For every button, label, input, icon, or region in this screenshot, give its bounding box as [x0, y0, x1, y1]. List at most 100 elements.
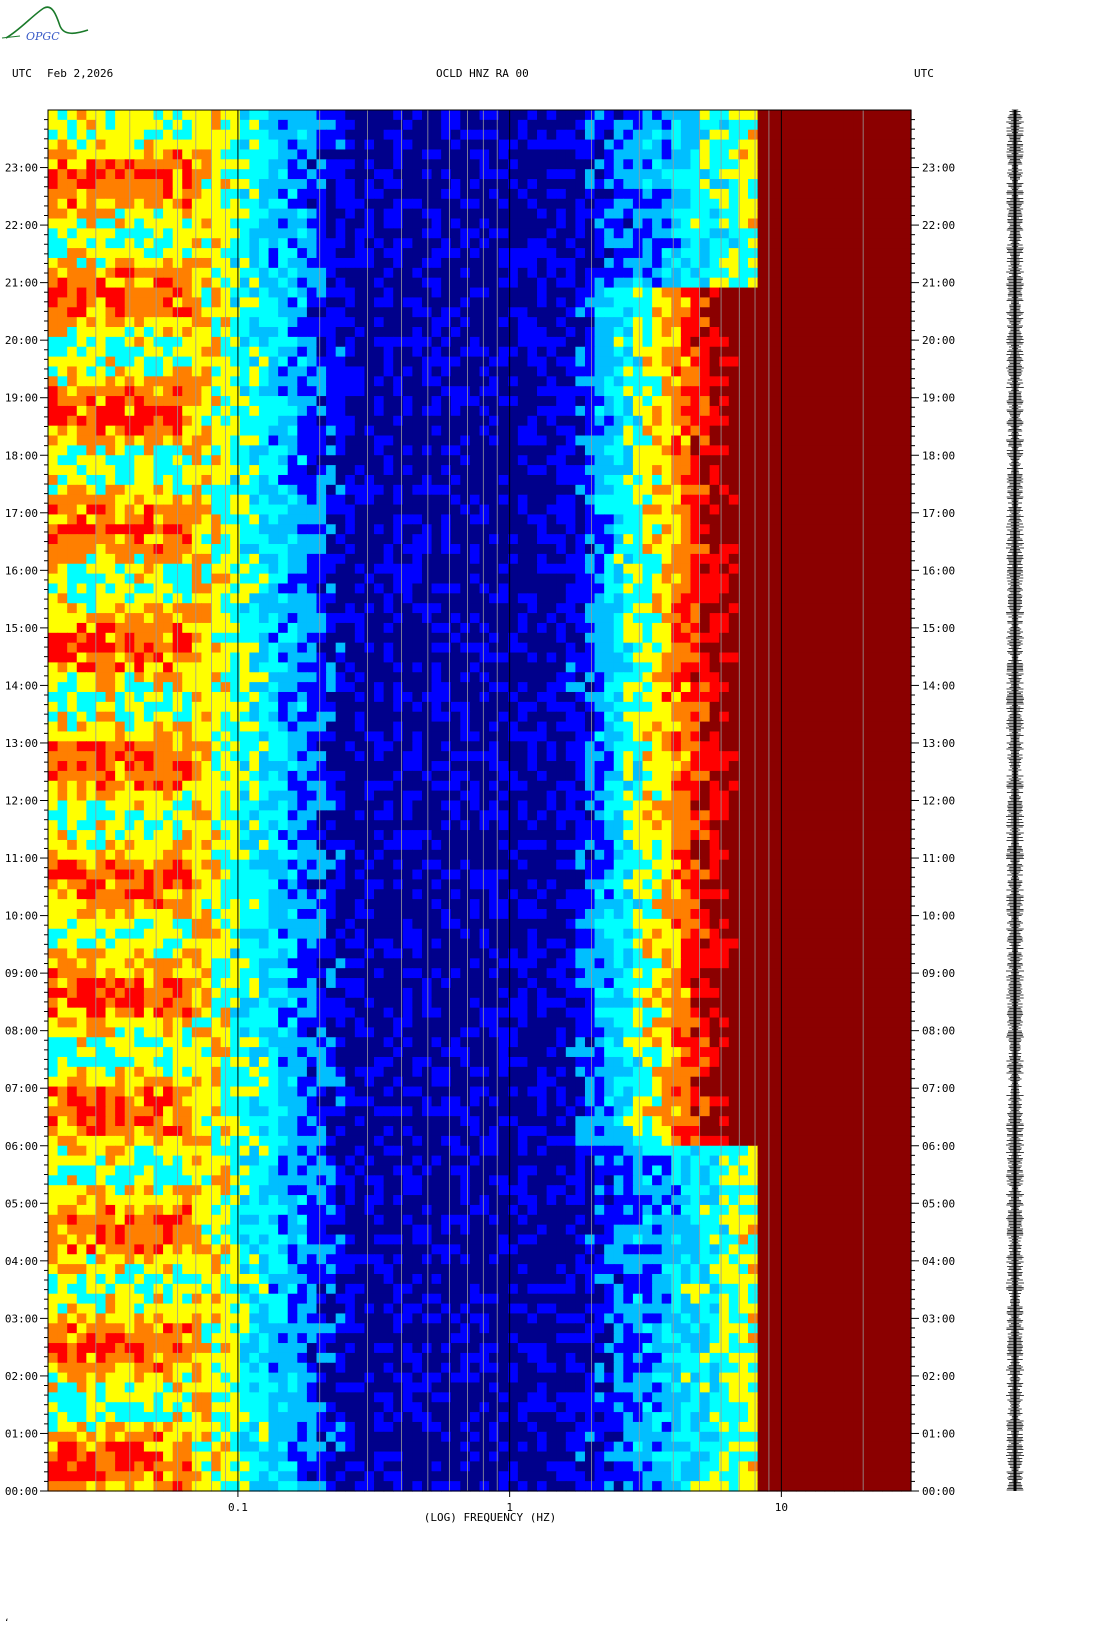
- heatmap-cell: [57, 169, 68, 180]
- heatmap-cell: [709, 277, 720, 289]
- heatmap-cell: [728, 248, 739, 259]
- heatmap-cell: [671, 257, 682, 269]
- heatmap-cell: [335, 632, 346, 644]
- heatmap-cell: [728, 297, 739, 308]
- heatmap-cell: [287, 425, 298, 437]
- heatmap-cell: [891, 484, 903, 496]
- heatmap-cell: [680, 435, 692, 446]
- heatmap-cell: [287, 415, 298, 427]
- heatmap-cell: [326, 632, 337, 644]
- heatmap-cell: [824, 583, 835, 594]
- heatmap-cell: [393, 218, 404, 229]
- heatmap-cell: [652, 425, 663, 437]
- heatmap-cell: [278, 425, 289, 437]
- heatmap-cell: [163, 169, 174, 180]
- heatmap-cell: [393, 593, 404, 604]
- heatmap-cell: [690, 208, 701, 220]
- heatmap-cell: [652, 317, 663, 328]
- heatmap-cell: [546, 248, 557, 259]
- heatmap-cell: [441, 139, 452, 151]
- heatmap-cell: [537, 405, 548, 417]
- heatmap-cell: [489, 455, 500, 466]
- heatmap-cell: [719, 336, 730, 348]
- heatmap-cell: [48, 208, 59, 220]
- heatmap-cell: [211, 474, 222, 486]
- heatmap-cell: [163, 583, 174, 594]
- heatmap-cell: [834, 415, 845, 427]
- heatmap-cell: [623, 514, 634, 525]
- heatmap-cell: [402, 287, 413, 299]
- heatmap-cell: [508, 415, 519, 427]
- heatmap-cell: [728, 159, 739, 170]
- heatmap-cell: [661, 435, 672, 446]
- heatmap-cell: [652, 465, 663, 476]
- heatmap-cell: [287, 613, 298, 624]
- heatmap-cell: [872, 129, 883, 141]
- heatmap-cell: [239, 544, 250, 555]
- heatmap-cell: [374, 632, 385, 644]
- heatmap-cell: [872, 396, 883, 407]
- heatmap-cell: [642, 553, 653, 565]
- heatmap-cell: [211, 553, 222, 565]
- heatmap-cell: [709, 642, 720, 654]
- heatmap-cell: [843, 110, 855, 121]
- heatmap-cell: [508, 504, 519, 516]
- heatmap-cell: [297, 632, 308, 644]
- heatmap-cell: [489, 544, 500, 555]
- heatmap-cell: [182, 307, 193, 318]
- heatmap-cell: [642, 613, 653, 624]
- heatmap-cell: [652, 277, 663, 289]
- heatmap-cell: [383, 435, 394, 446]
- heatmap-cell: [460, 366, 471, 377]
- heatmap-cell: [383, 376, 394, 387]
- heatmap-cell: [383, 346, 394, 358]
- heatmap-cell: [747, 613, 759, 624]
- heatmap-cell: [719, 139, 730, 151]
- heatmap-cell: [450, 139, 461, 151]
- heatmap-cell: [661, 277, 672, 289]
- heatmap-cell: [153, 652, 164, 663]
- heatmap-cell: [728, 149, 739, 160]
- heatmap-cell: [460, 248, 471, 259]
- heatmap-cell: [67, 484, 78, 496]
- heatmap-cell: [364, 356, 375, 368]
- heatmap-cell: [556, 553, 567, 565]
- heatmap-cell: [863, 317, 874, 328]
- heatmap-cell: [747, 277, 759, 289]
- heatmap-cell: [57, 484, 68, 496]
- heatmap-cell: [853, 297, 864, 308]
- heatmap-cell: [891, 277, 903, 289]
- heatmap-cell: [623, 257, 634, 269]
- heatmap-cell: [489, 613, 500, 624]
- heatmap-cell: [690, 139, 701, 151]
- heatmap-cell: [527, 307, 538, 318]
- heatmap-cell: [901, 110, 912, 121]
- heatmap-cell: [652, 139, 663, 151]
- heatmap-cell: [824, 297, 835, 308]
- heatmap-cell: [872, 169, 883, 180]
- heatmap-cell: [642, 603, 653, 614]
- heatmap-cell: [105, 652, 116, 663]
- heatmap-cell: [891, 257, 903, 269]
- heatmap-cell: [441, 287, 452, 299]
- heatmap-cell: [383, 534, 394, 545]
- heatmap-cell: [412, 129, 423, 141]
- heatmap-cell: [76, 514, 87, 525]
- heatmap-cell: [393, 238, 404, 249]
- heatmap-cell: [546, 415, 557, 427]
- heatmap-cell: [76, 425, 87, 437]
- heatmap-cell: [258, 238, 270, 249]
- heatmap-cell: [584, 504, 596, 516]
- heatmap-cell: [556, 396, 567, 407]
- heatmap-cell: [431, 198, 442, 210]
- heatmap-cell: [786, 208, 797, 220]
- heatmap-cell: [843, 248, 855, 259]
- heatmap-cell: [393, 632, 404, 644]
- heatmap-cell: [690, 484, 701, 496]
- heatmap-cell: [757, 484, 768, 496]
- heatmap-cell: [709, 366, 720, 377]
- heatmap-cell: [48, 188, 59, 200]
- heatmap-cell: [278, 593, 289, 604]
- heatmap-cell: [594, 129, 605, 141]
- heatmap-cell: [901, 356, 912, 368]
